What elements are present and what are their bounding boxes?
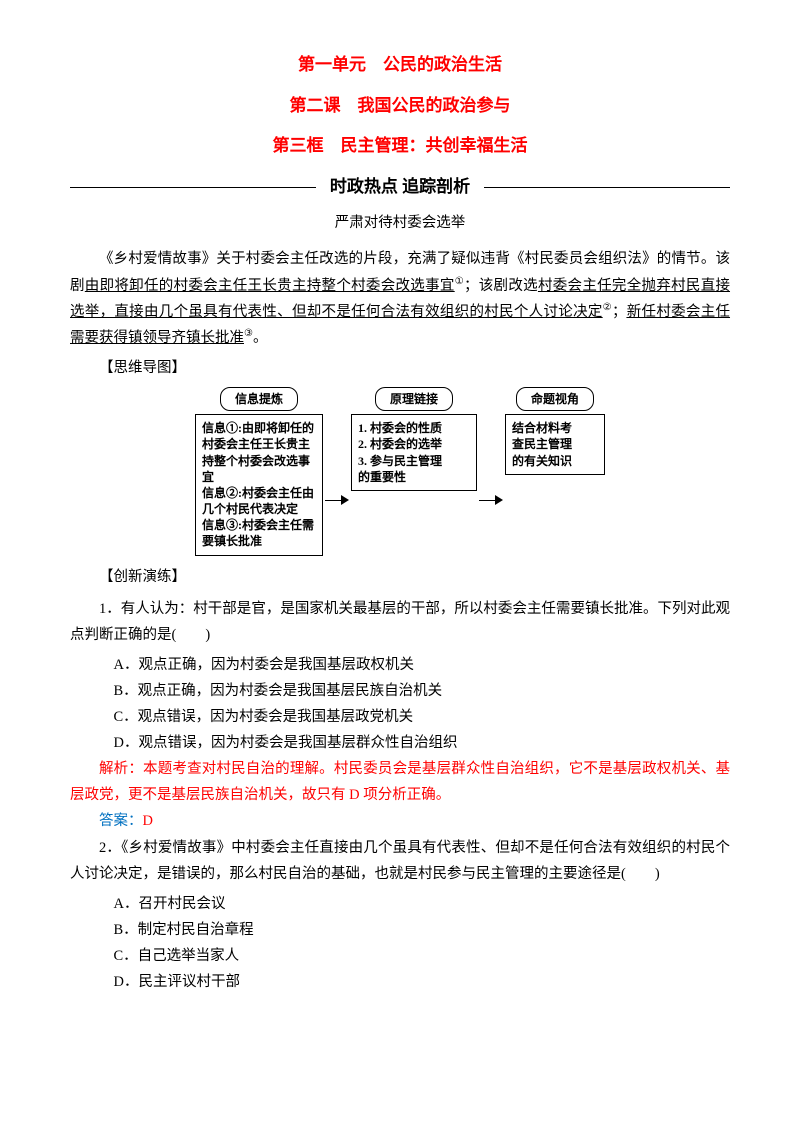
divider-text: 时政热点 追踪剖析 — [316, 172, 484, 203]
intro-sup-2: ② — [603, 302, 612, 313]
q1-answer: 答案：D — [70, 808, 730, 834]
intro-underline-1: 由即将卸任的村委会主任王长贵主持整个村委会改选事宜 — [85, 278, 455, 294]
frame-title: 第三框 民主管理：共创幸福生活 — [70, 131, 730, 162]
arrow-icon — [325, 495, 349, 505]
q1-answer-label: 答案： — [99, 813, 143, 829]
exercise-heading: 【创新演练】 — [70, 564, 730, 590]
diagram-cap-3: 命题视角 — [516, 387, 594, 411]
q2-choice-b: B．制定村民自治章程 — [85, 917, 731, 943]
article-subtitle: 严肃对待村委会选举 — [70, 210, 730, 236]
q1-choice-c: C．观点错误，因为村委会是我国基层政党机关 — [85, 704, 731, 730]
mindmap-heading: 【思维导图】 — [70, 355, 730, 381]
q1-choice-a: A．观点正确，因为村委会是我国基层政权机关 — [85, 652, 731, 678]
intro-mid-2: ； — [612, 304, 627, 320]
intro-end: 。 — [253, 330, 268, 346]
mindmap-diagram: 信息提炼 信息①:由即将卸任的 村委会主任王长贵主 持整个村委会改选事 宜 信息… — [70, 387, 730, 556]
q1-answer-value: D — [143, 813, 153, 829]
divider-line-left — [70, 187, 316, 188]
q1-analysis: 解析：本题考查对村民自治的理解。村民委员会是基层群众性自治组织，它不是基层政权机… — [70, 756, 730, 808]
q1-choice-d: D．观点错误，因为村委会是我国基层群众性自治组织 — [85, 730, 731, 756]
diagram-cap-2: 原理链接 — [375, 387, 453, 411]
diagram-col-3: 命题视角 结合材料考 查民主管理 的有关知识 — [505, 387, 605, 475]
diagram-col-2: 原理链接 1. 村委会的性质 2. 村委会的选举 3. 参与民主管理 的重要性 — [351, 387, 477, 491]
intro-paragraph: 《乡村爱情故事》关于村委会主任改选的片段，充满了疑似违背《村民委员会组织法》的情… — [70, 246, 730, 350]
diagram-box-3: 结合材料考 查民主管理 的有关知识 — [505, 414, 605, 475]
q2-stem: 2．《乡村爱情故事》中村委会主任直接由几个虽具有代表性、但却不是任何合法有效组织… — [70, 835, 730, 887]
q2-choice-c: C．自己选举当家人 — [85, 943, 731, 969]
intro-sup-1: ① — [455, 276, 464, 287]
lesson-title: 第二课 我国公民的政治参与 — [70, 91, 730, 122]
divider-line-right — [484, 187, 730, 188]
diagram-box-1: 信息①:由即将卸任的 村委会主任王长贵主 持整个村委会改选事 宜 信息②:村委会… — [195, 414, 323, 556]
diagram-col-1: 信息提炼 信息①:由即将卸任的 村委会主任王长贵主 持整个村委会改选事 宜 信息… — [195, 387, 323, 556]
q1-stem: 1．有人认为：村干部是官，是国家机关最基层的干部，所以村委会主任需要镇长批准。下… — [70, 596, 730, 648]
q2-choice-d: D．民主评议村干部 — [85, 969, 731, 995]
section-divider: 时政热点 追踪剖析 — [70, 172, 730, 203]
intro-mid-1: ；该剧改选 — [464, 278, 538, 294]
diagram-box-2: 1. 村委会的性质 2. 村委会的选举 3. 参与民主管理 的重要性 — [351, 414, 477, 491]
diagram-cap-1: 信息提炼 — [220, 387, 298, 411]
arrow-icon — [479, 495, 503, 505]
intro-sup-3: ③ — [244, 328, 253, 339]
q1-choice-b: B．观点正确，因为村委会是我国基层民族自治机关 — [85, 678, 731, 704]
q2-choice-a: A．召开村民会议 — [85, 891, 731, 917]
unit-title: 第一单元 公民的政治生活 — [70, 50, 730, 81]
